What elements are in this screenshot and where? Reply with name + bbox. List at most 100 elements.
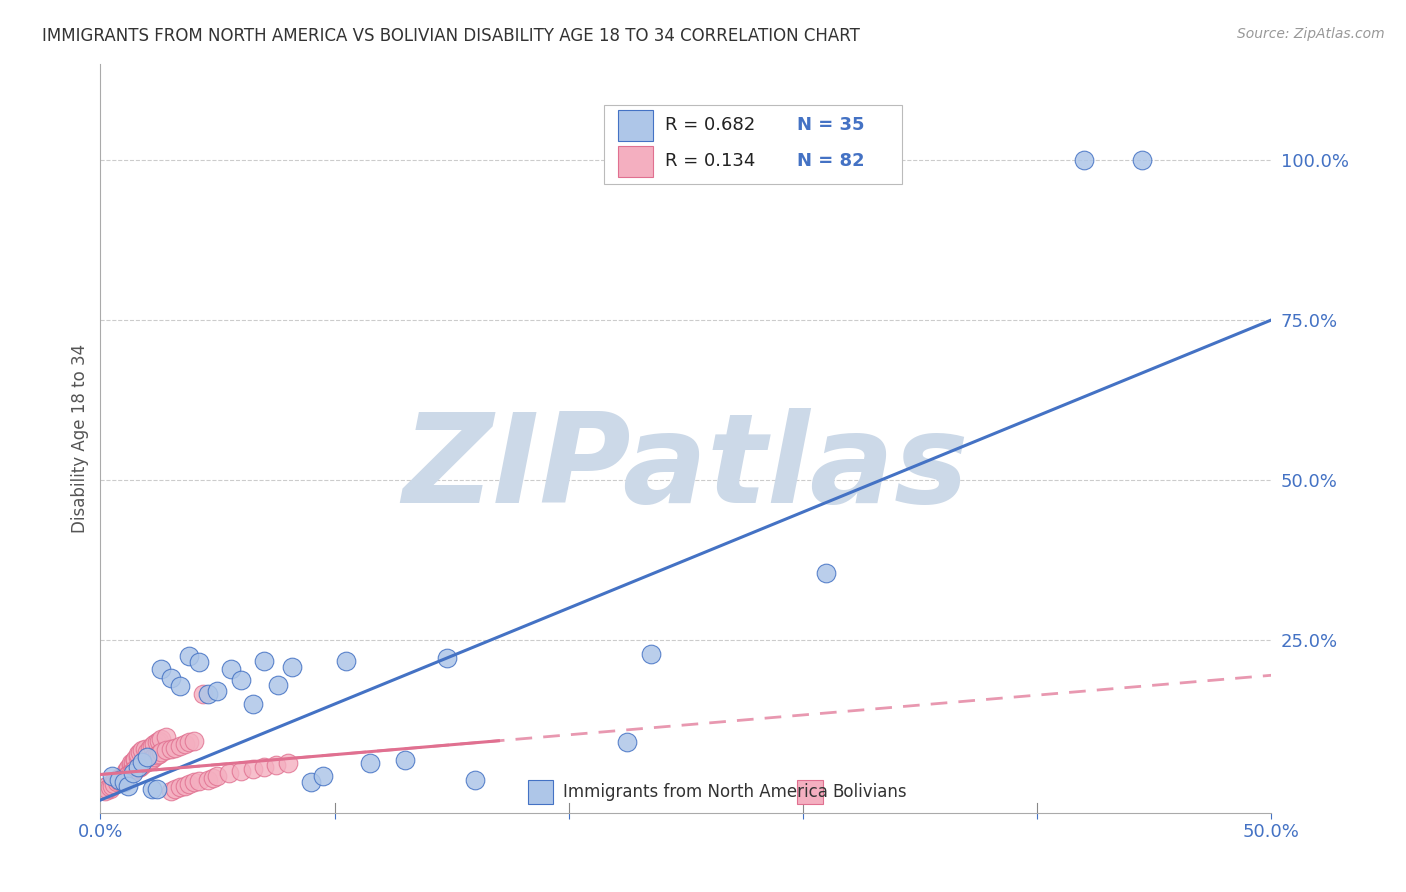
Point xyxy=(277,756,299,770)
Point xyxy=(105,775,128,789)
Point xyxy=(359,756,381,770)
Point xyxy=(201,771,224,785)
Point xyxy=(124,751,146,765)
Point xyxy=(94,783,117,797)
Point xyxy=(159,742,181,756)
FancyBboxPatch shape xyxy=(527,780,554,804)
Point xyxy=(112,767,135,781)
Point xyxy=(281,660,304,674)
Point xyxy=(464,772,486,787)
Point xyxy=(112,771,135,785)
Point xyxy=(1130,153,1153,167)
Point xyxy=(122,764,145,779)
Point xyxy=(150,732,173,747)
Point xyxy=(129,760,152,774)
Point xyxy=(267,678,290,692)
Point xyxy=(221,662,243,676)
Point xyxy=(105,775,128,789)
Point xyxy=(141,751,163,765)
Point xyxy=(312,769,335,783)
Point xyxy=(117,763,139,777)
Point xyxy=(173,737,195,751)
Point xyxy=(127,760,149,774)
Point xyxy=(150,662,173,676)
Point xyxy=(120,756,142,770)
FancyBboxPatch shape xyxy=(617,110,652,141)
Point xyxy=(134,742,156,756)
Point xyxy=(131,755,153,769)
Point xyxy=(117,779,139,793)
Point xyxy=(179,649,201,664)
Point xyxy=(131,743,153,757)
Point xyxy=(120,758,142,772)
Point xyxy=(138,740,160,755)
Point xyxy=(141,781,163,796)
Point xyxy=(242,697,264,711)
Point xyxy=(138,753,160,767)
Point xyxy=(207,769,229,783)
Text: Immigrants from North America: Immigrants from North America xyxy=(562,783,828,801)
Point xyxy=(815,566,838,580)
Point xyxy=(136,745,159,759)
Point xyxy=(98,780,121,795)
Point xyxy=(264,758,287,772)
Point xyxy=(96,779,118,793)
Point xyxy=(131,758,153,772)
Text: N = 82: N = 82 xyxy=(797,153,865,170)
Text: R = 0.682: R = 0.682 xyxy=(665,117,772,135)
Point xyxy=(112,769,135,783)
Point xyxy=(117,761,139,775)
Point xyxy=(193,688,215,702)
Text: N = 35: N = 35 xyxy=(797,117,865,135)
Point xyxy=(101,769,124,783)
Point xyxy=(145,781,167,796)
FancyBboxPatch shape xyxy=(617,145,652,178)
Point xyxy=(127,747,149,761)
FancyBboxPatch shape xyxy=(603,105,903,184)
Point xyxy=(148,747,170,761)
Point xyxy=(616,735,638,749)
Point xyxy=(129,745,152,759)
Point xyxy=(1073,153,1095,167)
Text: IMMIGRANTS FROM NORTH AMERICA VS BOLIVIAN DISABILITY AGE 18 TO 34 CORRELATION CH: IMMIGRANTS FROM NORTH AMERICA VS BOLIVIA… xyxy=(42,27,860,45)
Point xyxy=(229,764,252,779)
Point xyxy=(120,766,142,780)
Text: ZIPatlas: ZIPatlas xyxy=(402,408,969,529)
Point xyxy=(159,672,181,686)
Point xyxy=(134,756,156,770)
Point xyxy=(179,735,201,749)
Point xyxy=(145,748,167,763)
Point xyxy=(335,654,357,668)
Point xyxy=(169,679,191,693)
Point xyxy=(394,753,416,767)
Text: Source: ZipAtlas.com: Source: ZipAtlas.com xyxy=(1237,27,1385,41)
Point xyxy=(115,764,138,779)
Point xyxy=(122,766,145,780)
Point xyxy=(165,781,187,796)
Point xyxy=(169,780,191,795)
Point xyxy=(101,777,124,791)
Point xyxy=(117,767,139,781)
Point xyxy=(94,780,117,795)
Point xyxy=(207,684,229,698)
Text: Bolivians: Bolivians xyxy=(832,783,907,801)
Point xyxy=(108,773,131,788)
Point xyxy=(169,739,191,753)
Point xyxy=(115,766,138,780)
Point xyxy=(165,740,187,755)
Point xyxy=(96,781,118,796)
Point xyxy=(218,766,240,780)
Point xyxy=(229,673,252,687)
Point xyxy=(159,783,181,797)
Point xyxy=(253,654,276,668)
Point xyxy=(141,739,163,753)
Point xyxy=(108,771,131,785)
Point xyxy=(143,737,166,751)
Point xyxy=(136,755,159,769)
Point xyxy=(110,772,132,787)
Point xyxy=(110,772,132,787)
Point xyxy=(173,779,195,793)
Point xyxy=(197,688,219,702)
Point xyxy=(155,731,177,745)
Point xyxy=(150,745,173,759)
